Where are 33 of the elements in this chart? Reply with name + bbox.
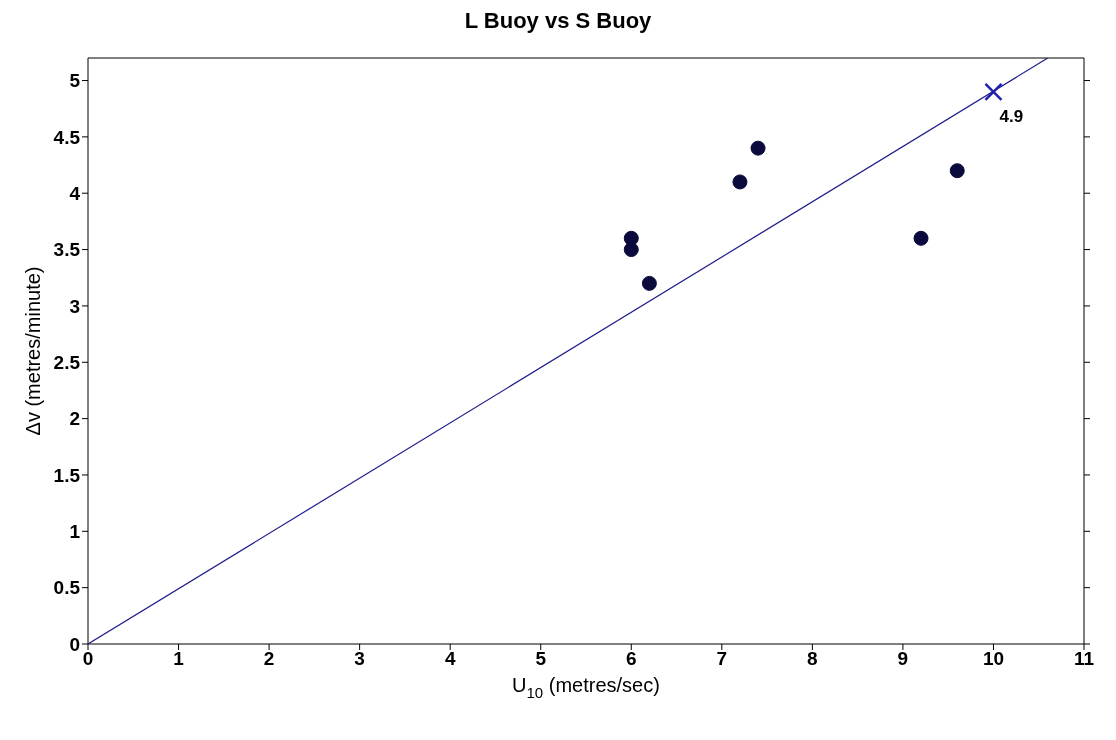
y-tick-label: 2 [69,408,80,430]
y-tick-label: 0 [69,633,80,655]
point [732,174,748,190]
x-axis-title: U$_{10}$ (metres/sec) [512,674,660,701]
point [949,163,965,179]
y-tick-label: 3.5 [53,239,81,261]
point [750,140,766,156]
x-tick-label: 7 [716,648,728,670]
x-tick-label: 9 [897,648,909,670]
point [623,242,639,258]
x-tick-label: 6 [625,648,637,670]
y-tick-label: 1.5 [53,464,81,486]
y-tick-label: 5 [69,70,81,92]
x-tick-label: 2 [263,648,275,670]
point [913,230,929,246]
y-tick-label: 1 [69,521,81,543]
x-tick-label: 3 [354,648,365,670]
annotation: 4.9 [999,106,1024,126]
y-tick-label: 4.5 [53,126,81,148]
x-tick-label: 8 [807,648,818,670]
x-tick-label: 4 [444,648,456,670]
y-tick-label: 0.5 [53,577,81,599]
point [641,275,657,291]
point [984,82,1003,102]
x-tick-label: 10 [982,648,1005,670]
x-tick-label: 5 [535,648,547,670]
y-tick-label: 2.5 [53,352,81,374]
x-tick-label: 1 [173,648,185,670]
x-tick-label: 11 [1073,648,1095,670]
chart-title: L Buoy vs S Buoy [463,8,653,34]
y-tick-label: 4 [69,182,81,204]
y-tick-label: 3 [69,295,80,317]
y-axis-title: Δv (metres/minute) [22,266,44,436]
